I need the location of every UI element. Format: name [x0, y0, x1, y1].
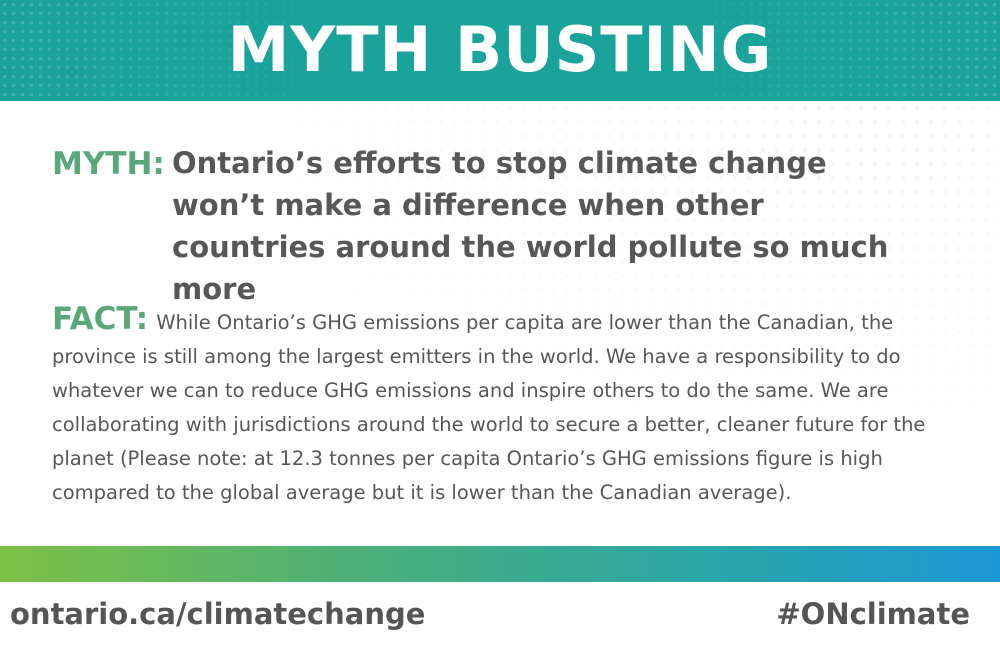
background-dot-pattern [0, 101, 1000, 546]
fact-block: FACT: While Ontario’s GHG emissions per c… [52, 302, 982, 510]
myth-statement: Ontario’s efforts to stop climate change… [172, 146, 889, 306]
page-title: MYTH BUSTING [227, 13, 773, 86]
fact-label: FACT: [52, 301, 149, 337]
gradient-divider-bar [0, 546, 1000, 582]
fact-text: While Ontario’s GHG emissions per capita… [52, 311, 926, 504]
footer-url: ontario.ca/climatechange [10, 597, 426, 631]
header-dot-pattern [0, 0, 1000, 101]
footer-hashtag: #ONclimate [776, 597, 970, 631]
header-banner: MYTH BUSTING [0, 0, 1000, 101]
myth-label: MYTH: [52, 146, 165, 182]
